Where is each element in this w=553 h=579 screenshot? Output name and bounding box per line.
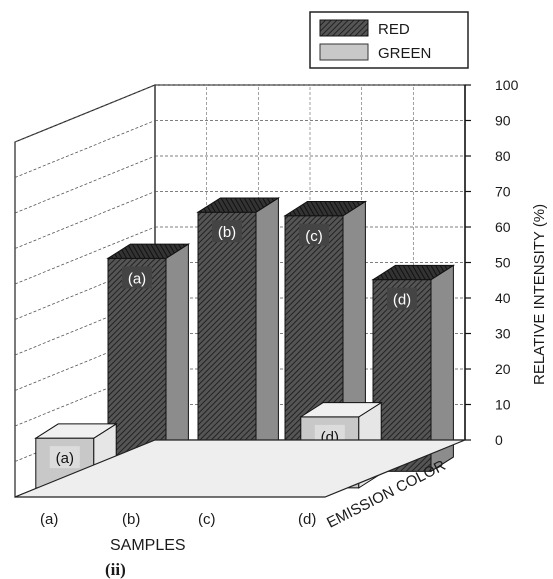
y-tick-label: 70 xyxy=(495,184,511,200)
bar-label: (d) xyxy=(393,292,411,309)
y-tick-label: 0 xyxy=(495,432,503,448)
bar-label-bg xyxy=(49,446,80,469)
bar-top-face xyxy=(106,243,191,259)
x-axis-title: SAMPLES xyxy=(110,537,186,554)
chart-axes: 0 10 20 30 40 50 60 70 80 90 100 (a) (b) (c) (d) xyxy=(14,77,519,528)
gridline-side xyxy=(14,84,156,143)
y-tick-label: 60 xyxy=(495,219,511,235)
y-tick-label: 20 xyxy=(495,361,511,377)
y-tick-label: 30 xyxy=(495,326,511,342)
bar-side-face xyxy=(165,243,189,473)
x-tick-label: (c) xyxy=(198,511,216,528)
bar-front-face xyxy=(197,211,257,472)
bar-top-face xyxy=(299,402,383,418)
panel-label: (ii) xyxy=(105,560,126,579)
bar-top-face xyxy=(371,264,456,281)
bar-label: (a) xyxy=(128,270,146,287)
bar-label-bg xyxy=(212,220,242,243)
bar-label: (c) xyxy=(305,228,323,245)
bar-label-bg xyxy=(122,266,152,289)
y-tick-label: 80 xyxy=(495,148,511,164)
y-tick-label: 10 xyxy=(495,397,511,413)
bar-label-bg xyxy=(387,287,417,310)
legend-label-red: RED xyxy=(378,21,410,38)
x-tick-label: (d) xyxy=(298,511,316,528)
bar-label: (b) xyxy=(218,224,236,241)
y-tick-label: 100 xyxy=(495,77,519,93)
legend-swatch-green xyxy=(319,43,369,61)
legend: RED GREEN xyxy=(309,11,469,69)
gridline-side xyxy=(14,155,156,214)
bar-front-face xyxy=(107,257,167,472)
legend-label-green: GREEN xyxy=(378,45,431,62)
red-bar: (a) xyxy=(106,243,191,473)
gridline-side xyxy=(14,120,156,178)
gridline-side xyxy=(14,226,156,285)
bar-top-face xyxy=(196,197,281,213)
legend-swatch-red xyxy=(319,19,369,37)
bar-side-face xyxy=(255,197,279,473)
gridline-side xyxy=(14,191,156,249)
floor xyxy=(14,439,466,498)
y-axis-title: RELATIVE INTENSITY (%) xyxy=(531,204,548,385)
bar-label-bg xyxy=(299,223,329,246)
y-tick-label: 40 xyxy=(495,290,511,306)
y-tick-label: 90 xyxy=(495,113,511,129)
bar-label: (a) xyxy=(56,450,74,467)
x-tick-label: (a) xyxy=(40,511,58,528)
bar-top-face xyxy=(34,423,118,439)
bar-top-face xyxy=(283,201,368,217)
y-tick-label: 50 xyxy=(495,255,511,271)
x-tick-label: (b) xyxy=(122,511,140,528)
red-bar: (b) xyxy=(196,197,281,473)
